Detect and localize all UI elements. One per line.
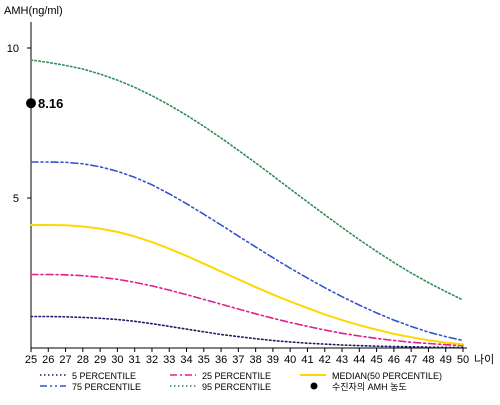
legend-label: MEDIAN(50 PERCENTILE) [332, 371, 442, 381]
x-tick-label: 45 [370, 354, 382, 366]
series-line-3 [30, 161, 464, 342]
x-tick-label: 40 [284, 354, 296, 366]
legend-label: 95 PERCENTILE [202, 382, 271, 392]
legend-label: 5 PERCENTILE [72, 371, 136, 381]
x-tick-label: 34 [180, 354, 192, 366]
x-tick-label: 36 [215, 354, 227, 366]
x-tick-label: 29 [94, 354, 106, 366]
x-tick-label: 41 [301, 354, 313, 366]
x-tick-label: 37 [232, 354, 244, 366]
x-tick-label: 43 [336, 354, 348, 366]
patient-value-label: 8.16 [38, 96, 63, 111]
legend: 5 PERCENTILE 25 PERCENTILE MEDIAN(50 PERCE… [40, 371, 442, 392]
legend-label: 75 PERCENTILE [72, 382, 141, 392]
x-tick-label: 30 [111, 354, 123, 366]
x-tick-label: 47 [405, 354, 417, 366]
legend-label: 수진자의 AMH 농도 [332, 382, 407, 392]
axes: AMH(ng/ml) 5 10 25 26 27 28 29 30 31 32 33 34 35 36 37 3… [4, 5, 494, 366]
series-line-0 [30, 315, 464, 349]
patient-point [26, 98, 36, 109]
series-line-2 [30, 224, 464, 346]
x-tick-label: 35 [198, 354, 210, 366]
x-tick-label: 27 [59, 354, 71, 366]
x-tick-label: 25 [25, 354, 37, 366]
x-tick-label: 32 [146, 354, 158, 366]
x-tick-label: 33 [163, 354, 175, 366]
y-axis-label: AMH(ng/ml) [4, 5, 63, 17]
patient-marker-group: 8.16 [26, 96, 63, 111]
x-tick-label: 50 [457, 354, 469, 366]
x-tick-label: 42 [319, 354, 331, 366]
legend-swatch-patient [310, 382, 318, 390]
x-tick-label: 49 [440, 354, 452, 366]
y-tick-label: 5 [13, 193, 19, 205]
x-tick-label: 38 [250, 354, 262, 366]
series-line-4 [30, 59, 464, 301]
x-axis-label: 나이 [474, 353, 494, 366]
x-tick-label: 39 [267, 354, 279, 366]
y-tick-label: 10 [7, 43, 19, 55]
series-line-1 [30, 273, 464, 347]
x-tick-label: 28 [77, 354, 89, 366]
x-tick-label: 44 [353, 354, 365, 366]
series-lines [30, 59, 464, 349]
x-tick-label: 26 [42, 354, 54, 366]
x-tick-label: 31 [129, 354, 141, 366]
legend-label: 25 PERCENTILE [202, 371, 271, 381]
x-tick-label: 48 [422, 354, 434, 366]
x-tick-label: 46 [388, 354, 400, 366]
